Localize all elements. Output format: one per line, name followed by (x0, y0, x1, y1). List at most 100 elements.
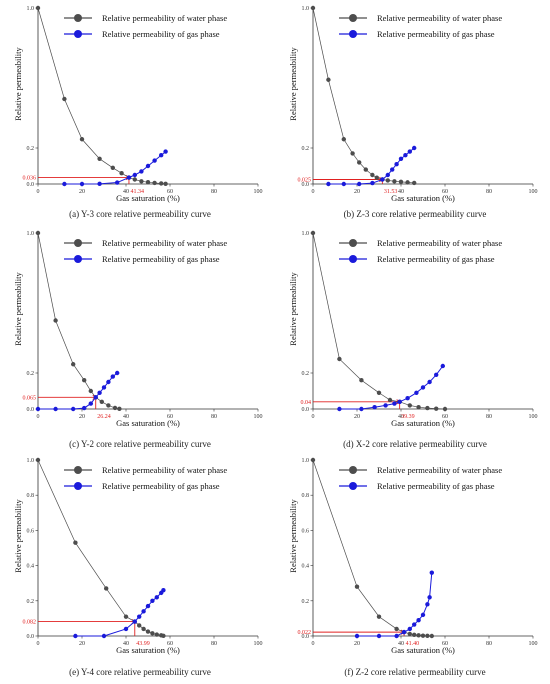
y-tick-label: 1.0 (27, 458, 35, 464)
gas-phase-point (359, 406, 364, 412)
y-tick-label: 0.8 (27, 493, 35, 499)
gas-phase-point (380, 177, 385, 182)
gas-phase-point (416, 617, 421, 623)
x-tick-label: 0 (312, 641, 315, 647)
gas-phase-point (383, 403, 388, 408)
legend-entry: Relative permeability of gas phase (377, 254, 495, 264)
water-phase-point (434, 406, 439, 411)
gas-phase-point (126, 175, 132, 180)
y-tick-label: 0.2 (302, 599, 310, 605)
legend-entry: Relative permeability of water phase (102, 13, 227, 23)
gas-phase-point (440, 363, 445, 369)
x-tick-label: 20 (354, 414, 360, 420)
y-tick-label: 0.6 (27, 528, 35, 534)
y-tick-label: 0.2 (302, 371, 310, 377)
gas-phase-point (398, 156, 404, 161)
water-phase-point (363, 167, 368, 172)
gas-phase-point (394, 162, 399, 167)
water-phase-point (35, 230, 41, 236)
gas-phase-point (412, 622, 417, 627)
legend-entry: Relative permeability of gas phase (102, 481, 220, 491)
gas-phase-point (401, 629, 407, 635)
gas-phase-point (73, 633, 78, 639)
gas-phase-point (434, 372, 439, 377)
gas-phase-line (328, 147, 415, 185)
y-axis-label: Relative permeability (288, 499, 298, 573)
gas-phase-point (427, 379, 432, 385)
gas-phase-point (357, 181, 362, 187)
gas-phase-point (145, 603, 151, 609)
chart-panel: 0 20 40 60 80 100 0.0 0.2 1.0 Gas saturation (%) R… (288, 230, 538, 428)
y-tick-label: 1.0 (302, 231, 310, 237)
x-tick-label: 0 (37, 414, 40, 420)
water-phase-point (376, 390, 382, 395)
water-phase-point (79, 137, 85, 142)
water-phase-point (145, 180, 151, 185)
gas-phase-point (412, 145, 417, 151)
water-phase-point (385, 178, 390, 183)
water-phase-point (354, 584, 360, 589)
x-tick-label: 80 (211, 641, 217, 647)
x-tick-label: 100 (254, 641, 263, 647)
x-tick-label: 40 (123, 641, 129, 647)
x-tick-label: 100 (529, 641, 538, 647)
gas-phase-point (385, 172, 390, 178)
water-phase-point (132, 177, 137, 182)
y-tick-label: 0.8 (302, 493, 310, 499)
gas-phase-point (141, 609, 146, 614)
legend-swatch-marker (349, 255, 357, 263)
y-axis-label: Relative permeability (13, 499, 23, 573)
water-phase-point (62, 96, 67, 102)
water-phase-point (35, 457, 41, 463)
x-tick-label: 0 (312, 414, 315, 420)
gas-phase-point (35, 406, 41, 412)
water-phase-point (376, 614, 382, 619)
legend-entry: Relative permeability of water phase (377, 465, 502, 475)
water-phase-point (106, 403, 111, 408)
gas-phase-point (370, 180, 375, 186)
gas-phase-point (132, 619, 137, 624)
gas-phase-point (372, 405, 377, 410)
panel-caption: (d) X-2 core relative permeability curve (343, 439, 487, 449)
gas-phase-point (106, 379, 111, 385)
panel-caption: (a) Y-3 core relative permeability curve (69, 209, 211, 219)
water-phase-point (420, 633, 426, 638)
water-phase-point (412, 632, 417, 637)
y-axis-label: Relative permeability (13, 272, 23, 346)
gas-phase-point (403, 153, 408, 158)
water-phase-point (341, 137, 346, 142)
water-phase-point (117, 406, 122, 412)
water-phase-point (392, 179, 397, 184)
x-axis-label: Gas saturation (%) (116, 645, 180, 655)
gas-phase-point (326, 181, 331, 187)
water-phase-point (159, 181, 164, 186)
y-tick-label: 1.0 (302, 6, 310, 12)
water-phase-point (357, 160, 362, 165)
water-phase-point (442, 406, 448, 412)
x-axis-label: Gas saturation (%) (391, 193, 455, 203)
gas-phase-point (392, 401, 397, 406)
water-phase-point (119, 171, 124, 176)
gas-phase-point (376, 633, 382, 639)
water-phase-point (405, 180, 410, 185)
gas-phase-point (337, 406, 342, 412)
water-phase-point (35, 5, 41, 11)
y-axis-label: Relative permeability (288, 272, 298, 346)
gas-phase-point (97, 390, 102, 395)
x-tick-label: 80 (486, 189, 492, 195)
gas-phase-point (429, 570, 434, 575)
x-tick-label: 80 (486, 414, 492, 420)
gas-phase-point (137, 614, 142, 619)
legend-entry: Relative permeability of gas phase (102, 254, 220, 264)
water-phase-point (104, 586, 109, 591)
y-tick-label: 0.6 (302, 528, 310, 534)
crossover-x-label: 31.53 (384, 189, 398, 195)
x-tick-label: 0 (37, 641, 40, 647)
y-tick-label: 0.2 (302, 146, 310, 152)
y-tick-label: 0.0 (302, 182, 310, 188)
legend-swatch-marker (349, 239, 357, 247)
y-tick-label: 0.2 (27, 599, 35, 605)
gas-phase-point (150, 598, 155, 603)
water-phase-point (310, 5, 316, 11)
water-phase-point (110, 165, 116, 170)
